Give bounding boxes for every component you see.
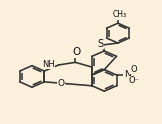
Text: S: S	[97, 39, 104, 49]
Text: S: S	[97, 39, 103, 49]
Text: O: O	[73, 47, 81, 57]
Text: O⁻: O⁻	[128, 76, 139, 85]
Text: O: O	[130, 65, 137, 74]
Text: O: O	[58, 79, 65, 88]
Text: CH₃: CH₃	[112, 10, 127, 19]
Text: NH: NH	[42, 60, 55, 69]
Text: N: N	[124, 70, 131, 79]
